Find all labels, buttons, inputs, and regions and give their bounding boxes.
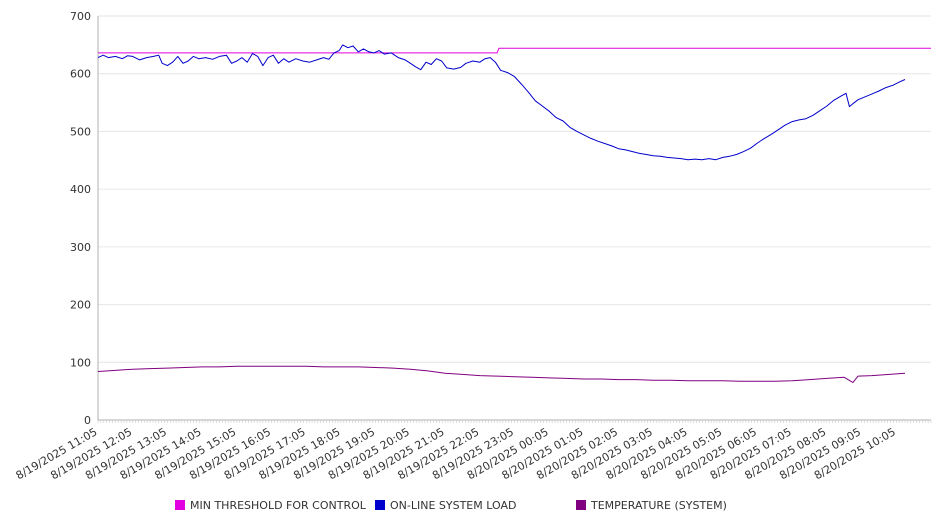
legend: MIN THRESHOLD FOR CONTROL ON-LINE SYSTEM … <box>175 499 727 512</box>
y-tick-label: 700 <box>70 10 91 23</box>
y-tick-label: 600 <box>70 68 91 81</box>
legend-swatch <box>375 500 385 510</box>
legend-label: TEMPERATURE (SYSTEM) <box>590 499 727 512</box>
y-tick-label: 100 <box>70 356 91 369</box>
x-axis-ticks: 8/19/2025 11:058/19/2025 12:058/19/2025 … <box>14 425 898 482</box>
series-line-1 <box>98 47 931 54</box>
y-tick-label: 200 <box>70 299 91 312</box>
series-line-3 <box>97 365 906 383</box>
y-tick-label: 300 <box>70 241 91 254</box>
y-tick-label: 500 <box>70 125 91 138</box>
axes <box>97 16 932 423</box>
legend-swatch <box>576 500 586 510</box>
y-tick-label: 0 <box>84 414 91 427</box>
legend-swatch <box>175 500 185 510</box>
y-axis-ticks: 0 100 200 300 400 500 600 700 <box>70 10 91 427</box>
legend-label: MIN THRESHOLD FOR CONTROL <box>190 499 367 512</box>
y-tick-label: 400 <box>70 183 91 196</box>
gridlines <box>98 15 931 363</box>
series-line-2 <box>97 44 906 161</box>
legend-label: ON-LINE SYSTEM LOAD <box>390 499 516 512</box>
series-lines <box>97 44 931 383</box>
